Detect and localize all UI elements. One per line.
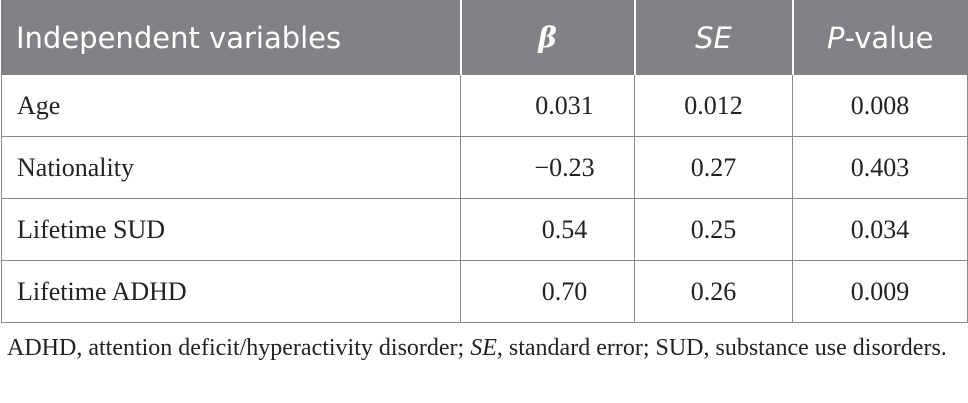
row-variable: Lifetime SUD <box>1 198 461 261</box>
row-beta: 0.70 <box>460 260 635 323</box>
row-p-value: 0.008 <box>792 74 968 137</box>
table-header: Independent variables β SE P-value <box>1 0 968 75</box>
header-p-value: P-value <box>791 0 968 75</box>
header-p-italic: P <box>827 20 845 55</box>
row-variable: Age <box>1 74 461 137</box>
row-beta: 0.54 <box>460 198 635 261</box>
table-row: Lifetime SUD 0.54 0.25 0.034 <box>1 198 968 261</box>
row-se: 0.25 <box>634 198 793 261</box>
row-variable: Lifetime ADHD <box>1 260 461 323</box>
header-beta: β <box>459 0 636 75</box>
row-variable: Nationality <box>1 136 461 199</box>
regression-table-container: Independent variables β SE P-value Age 0… <box>1 0 968 323</box>
row-beta: −0.23 <box>460 136 635 199</box>
table-row: Age 0.031 0.012 0.008 <box>1 74 968 137</box>
header-row: Independent variables β SE P-value <box>1 0 968 75</box>
table-body: Age 0.031 0.012 0.008 Nationality −0.23 … <box>1 74 968 323</box>
footnote-part2: , standard error; SUD, substance use dis… <box>496 335 947 361</box>
row-p-value: 0.403 <box>792 136 968 199</box>
header-independent-variables: Independent variables <box>1 0 462 75</box>
row-se: 0.012 <box>634 74 793 137</box>
footnote-se-abbrev: SE <box>470 335 497 361</box>
row-p-value: 0.009 <box>792 260 968 323</box>
header-se: SE <box>633 0 794 75</box>
table-row: Nationality −0.23 0.27 0.403 <box>1 136 968 199</box>
row-se: 0.27 <box>634 136 793 199</box>
row-se: 0.26 <box>634 260 793 323</box>
row-beta: 0.031 <box>460 74 635 137</box>
table-footnote: ADHD, attention deficit/hyperactivity di… <box>7 331 961 365</box>
regression-table: Independent variables β SE P-value Age 0… <box>1 0 968 323</box>
header-p-rest: -value <box>844 20 934 55</box>
row-p-value: 0.034 <box>792 198 968 261</box>
footnote-part1: ADHD, attention deficit/hyperactivity di… <box>7 335 471 361</box>
table-row: Lifetime ADHD 0.70 0.26 0.009 <box>1 260 968 323</box>
